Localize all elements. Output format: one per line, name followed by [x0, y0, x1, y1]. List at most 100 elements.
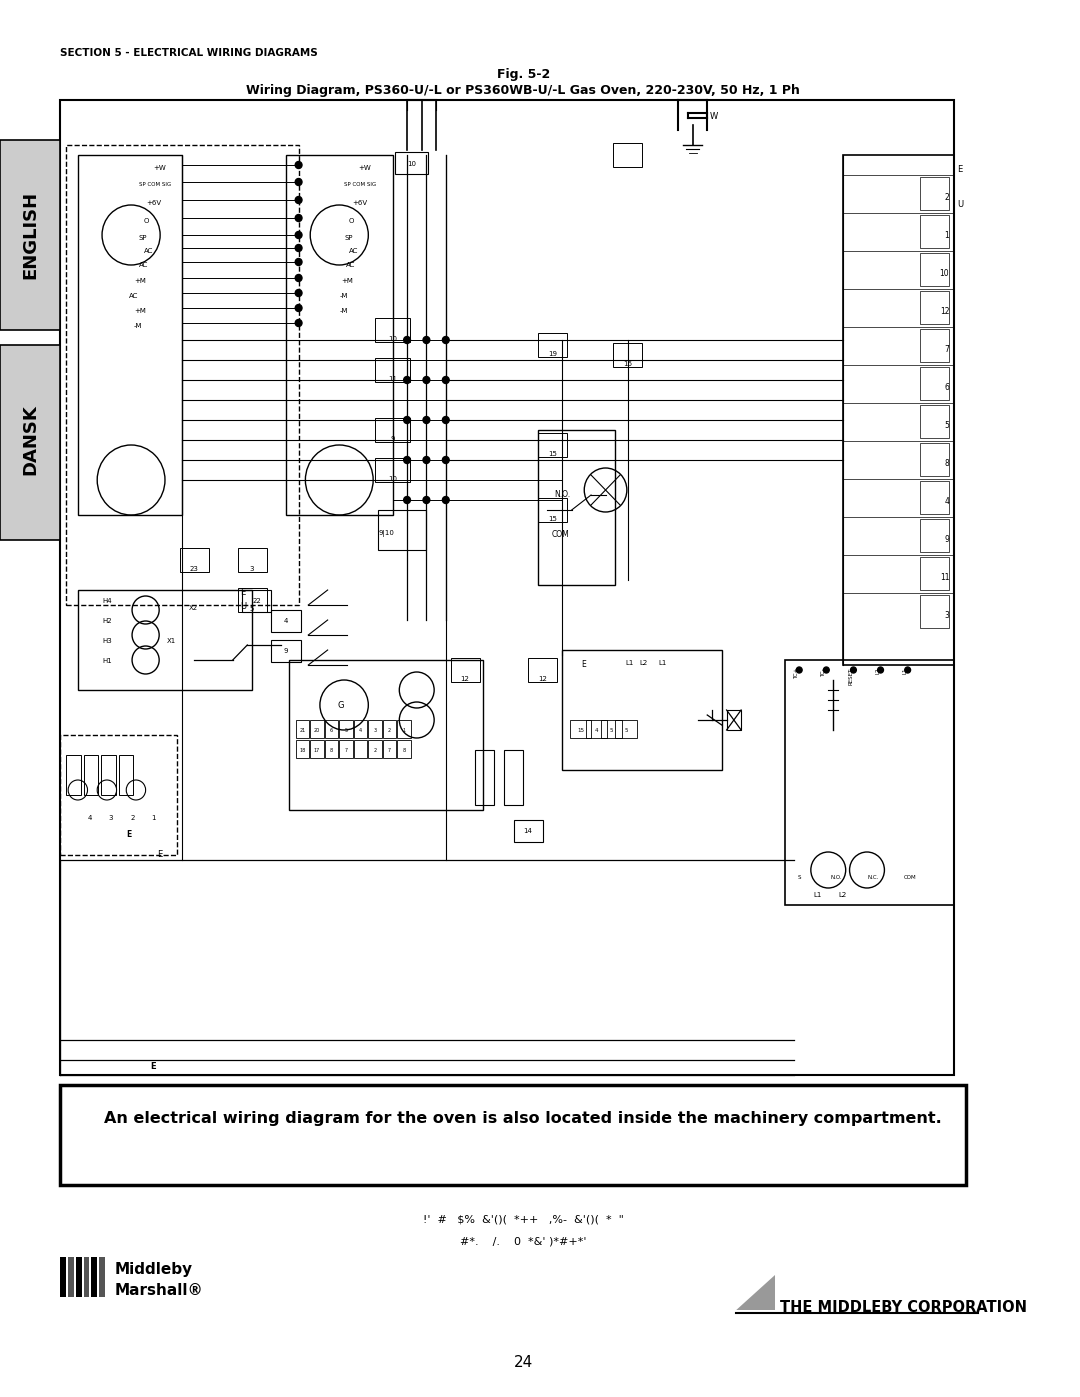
Text: SP COM SIG: SP COM SIG: [345, 182, 376, 187]
FancyBboxPatch shape: [76, 1257, 82, 1296]
Text: N.C.: N.C.: [867, 875, 878, 880]
Circle shape: [404, 457, 410, 464]
Text: SP: SP: [139, 235, 147, 242]
Text: 18: 18: [299, 747, 306, 753]
Text: 8: 8: [330, 747, 333, 753]
Circle shape: [423, 457, 430, 464]
Circle shape: [295, 274, 302, 282]
Text: 15: 15: [577, 728, 584, 733]
Circle shape: [423, 496, 430, 503]
Text: 16: 16: [623, 360, 632, 367]
Circle shape: [404, 377, 410, 384]
FancyBboxPatch shape: [0, 140, 60, 330]
Text: ENGLISH: ENGLISH: [22, 191, 39, 279]
Text: DANSK: DANSK: [22, 405, 39, 475]
Text: 14: 14: [524, 828, 532, 834]
Text: -M: -M: [134, 323, 143, 330]
Text: 9: 9: [390, 436, 395, 441]
Text: E: E: [126, 830, 132, 840]
Text: H3: H3: [102, 638, 112, 644]
Text: 11: 11: [388, 376, 397, 381]
Text: 24: 24: [514, 1355, 532, 1370]
Text: 9: 9: [944, 535, 949, 543]
FancyBboxPatch shape: [60, 1257, 66, 1296]
Text: 7: 7: [944, 345, 949, 353]
Text: L2: L2: [639, 659, 648, 666]
Text: 15: 15: [548, 515, 556, 522]
Text: 2: 2: [388, 728, 391, 733]
Text: 7: 7: [388, 747, 391, 753]
Text: 1: 1: [945, 231, 949, 240]
Text: 23: 23: [190, 566, 199, 571]
FancyBboxPatch shape: [99, 1257, 105, 1296]
Text: +W: +W: [153, 165, 166, 170]
Text: 21: 21: [299, 728, 306, 733]
Text: 5: 5: [249, 606, 254, 612]
FancyBboxPatch shape: [83, 1257, 90, 1296]
Circle shape: [404, 496, 410, 503]
Text: 9|10: 9|10: [378, 529, 394, 536]
Text: H4: H4: [102, 598, 111, 604]
Circle shape: [443, 416, 449, 423]
Text: L1: L1: [903, 668, 908, 675]
Circle shape: [905, 666, 910, 673]
Text: Marshall®: Marshall®: [114, 1282, 203, 1298]
Text: W: W: [711, 112, 718, 122]
Text: COM: COM: [903, 875, 916, 880]
Text: 5: 5: [624, 728, 627, 733]
Text: TC-: TC-: [822, 668, 826, 676]
Text: 3: 3: [944, 610, 949, 620]
Text: H1: H1: [102, 658, 112, 664]
Text: 4: 4: [595, 728, 598, 733]
Circle shape: [443, 377, 449, 384]
Circle shape: [423, 337, 430, 344]
Text: E: E: [957, 165, 962, 175]
Circle shape: [295, 305, 302, 312]
Text: 9: 9: [284, 648, 288, 654]
Text: N.O.: N.O.: [554, 490, 570, 499]
Text: 4: 4: [359, 728, 362, 733]
Text: 12: 12: [538, 676, 548, 682]
Text: O: O: [349, 218, 354, 224]
Text: 12: 12: [461, 676, 470, 682]
FancyBboxPatch shape: [68, 1257, 73, 1296]
Text: 10: 10: [407, 161, 417, 168]
Text: 11: 11: [940, 573, 949, 583]
Text: 3: 3: [374, 728, 377, 733]
Circle shape: [404, 337, 410, 344]
Text: 8: 8: [403, 747, 406, 753]
Circle shape: [295, 258, 302, 265]
Text: SECTION 5 - ELECTRICAL WIRING DIAGRAMS: SECTION 5 - ELECTRICAL WIRING DIAGRAMS: [60, 47, 319, 59]
Text: L1: L1: [659, 659, 667, 666]
Text: 3: 3: [109, 814, 113, 821]
Text: 3: 3: [249, 566, 255, 571]
Circle shape: [443, 457, 449, 464]
Text: THE MIDDLEBY CORPORATION: THE MIDDLEBY CORPORATION: [780, 1301, 1027, 1315]
Text: TC+: TC+: [795, 668, 799, 679]
Text: X1: X1: [167, 638, 176, 644]
FancyBboxPatch shape: [92, 1257, 97, 1296]
Text: -M: -M: [339, 307, 348, 314]
Polygon shape: [737, 1275, 775, 1310]
Circle shape: [443, 337, 449, 344]
Text: 19: 19: [548, 351, 557, 358]
Text: AC: AC: [346, 263, 355, 268]
Text: 6: 6: [944, 383, 949, 393]
Text: 4: 4: [944, 497, 949, 506]
Text: SP: SP: [345, 235, 352, 242]
Circle shape: [295, 197, 302, 204]
Text: U: U: [241, 602, 246, 610]
Text: An electrical wiring diagram for the oven is also located inside the machinery c: An electrical wiring diagram for the ove…: [105, 1111, 942, 1126]
Circle shape: [443, 496, 449, 503]
Text: AC: AC: [349, 249, 359, 254]
Text: 20: 20: [314, 728, 320, 733]
Text: +6V: +6V: [352, 200, 367, 205]
Text: 6: 6: [330, 728, 333, 733]
Text: 1: 1: [403, 728, 406, 733]
Text: 4: 4: [87, 814, 92, 821]
Text: AC: AC: [139, 263, 148, 268]
Text: Fig. 5-2: Fig. 5-2: [497, 68, 550, 81]
Text: 1: 1: [151, 814, 156, 821]
FancyBboxPatch shape: [0, 345, 60, 541]
Text: Middleby: Middleby: [114, 1261, 192, 1277]
